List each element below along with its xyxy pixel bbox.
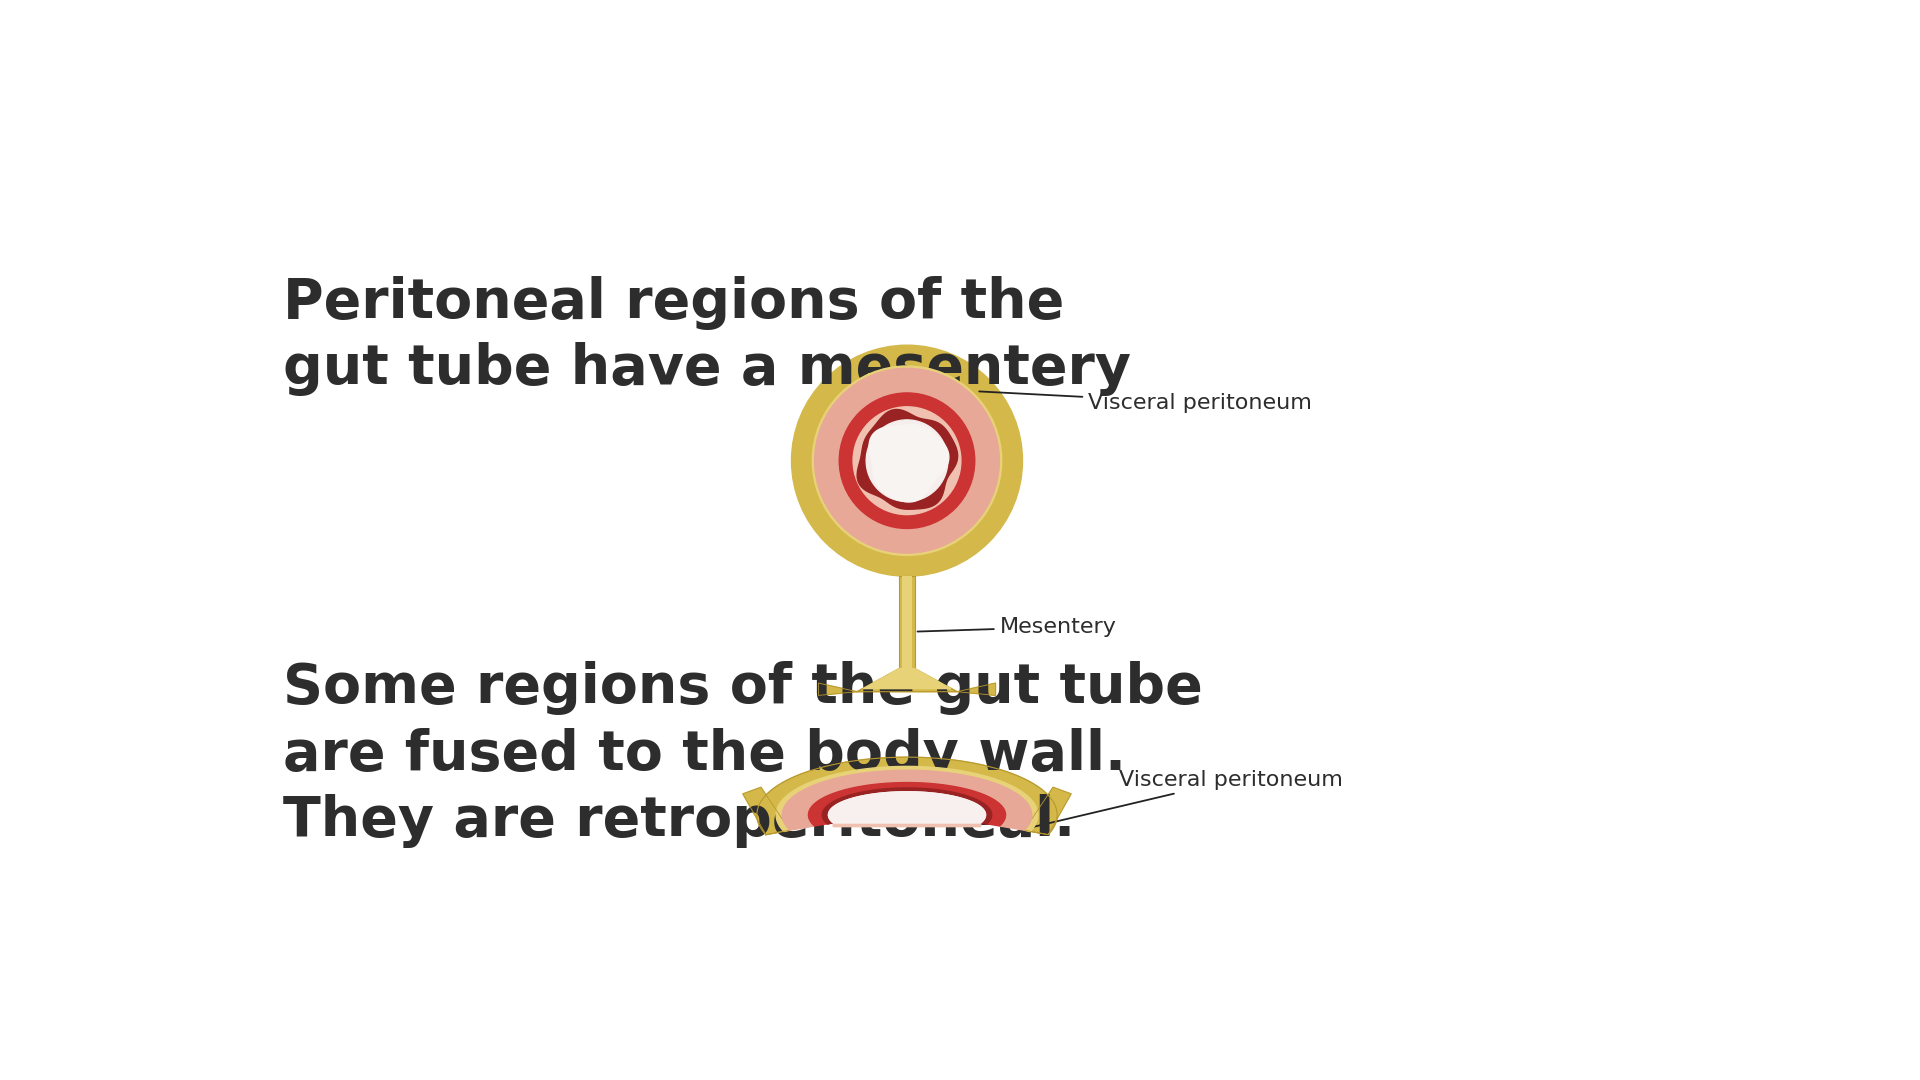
Polygon shape [856, 669, 956, 691]
Polygon shape [828, 792, 985, 826]
Text: Visceral peritoneum: Visceral peritoneum [979, 391, 1311, 413]
Circle shape [866, 420, 948, 501]
Polygon shape [743, 787, 789, 835]
Polygon shape [828, 792, 985, 823]
Polygon shape [956, 683, 996, 696]
Polygon shape [808, 783, 1006, 826]
Text: Visceral peritoneum: Visceral peritoneum [1033, 770, 1342, 827]
Polygon shape [818, 683, 856, 696]
Text: Mesentery: Mesentery [918, 617, 1116, 637]
Circle shape [814, 368, 1000, 553]
Circle shape [839, 393, 975, 528]
Circle shape [791, 346, 1023, 577]
Polygon shape [864, 669, 950, 689]
Text: Some regions of the gut tube
are fused to the body wall.
They are retroperitonea: Some regions of the gut tube are fused t… [284, 661, 1204, 848]
Bar [899, 577, 914, 669]
Polygon shape [822, 788, 993, 824]
Polygon shape [1023, 787, 1071, 835]
Text: Peritoneal regions of the
gut tube have a mesentery: Peritoneal regions of the gut tube have … [284, 275, 1131, 396]
Polygon shape [756, 757, 1058, 835]
Polygon shape [870, 424, 948, 502]
Circle shape [852, 407, 960, 514]
Polygon shape [828, 792, 985, 823]
Bar [902, 577, 912, 669]
Polygon shape [781, 770, 1031, 831]
Circle shape [812, 366, 1002, 555]
Polygon shape [856, 409, 958, 510]
Polygon shape [776, 767, 1039, 832]
